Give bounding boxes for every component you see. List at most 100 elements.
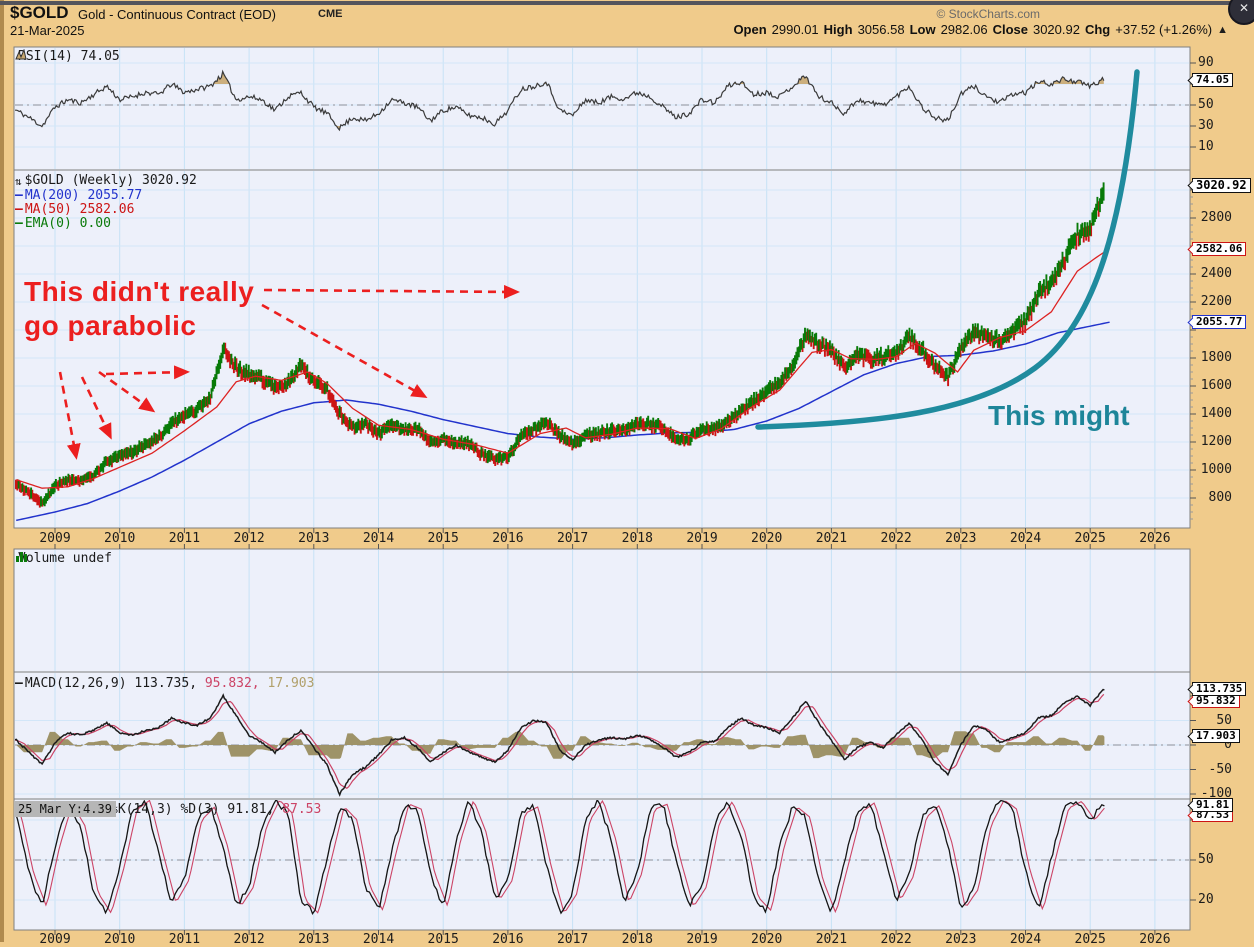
x-axis-year-label: 2019 bbox=[686, 531, 718, 546]
macd-legend-row: — MACD(12,26,9) 113.735, 95.832, 17.903 bbox=[15, 676, 314, 691]
x-axis-year-label: 2012 bbox=[233, 531, 265, 546]
ma200-legend: MA(200) 2055.77 bbox=[24, 188, 143, 203]
high-value: 3056.58 bbox=[857, 22, 905, 37]
low-label: Low bbox=[909, 22, 936, 37]
x-axis-year-label: 2009 bbox=[39, 531, 71, 546]
x-axis-year-label: 2023 bbox=[945, 531, 977, 546]
corner-overlay-button[interactable]: ✕ bbox=[1228, 0, 1254, 25]
symbol-title: $GOLD bbox=[10, 3, 69, 22]
ma200-line-sample: — bbox=[15, 188, 23, 203]
ma200-legend-row: — MA(200) 2055.77 bbox=[15, 188, 142, 203]
x-axis-year-label: 2024 bbox=[1009, 531, 1042, 546]
x-axis-year-label: 2009 bbox=[39, 932, 71, 947]
y-axis-label: 50 bbox=[1216, 712, 1232, 728]
crosshair-tooltip: 25 Mar Y:4.39 bbox=[14, 801, 116, 817]
y-axis-label: 2800 bbox=[1200, 210, 1232, 225]
x-axis-year-label: 2022 bbox=[880, 932, 912, 947]
y-axis-label: 30 bbox=[1198, 118, 1214, 133]
x-axis-year-label: 2014 bbox=[362, 932, 395, 947]
window-top-border bbox=[0, 1, 1254, 5]
y-axis-label: 50 bbox=[1198, 97, 1214, 112]
ema-legend-row: — EMA(0) 0.00 bbox=[15, 216, 111, 231]
y-axis-label: 1600 bbox=[1200, 378, 1232, 393]
x-axis-year-label: 2023 bbox=[945, 932, 977, 947]
y-axis-label: 10 bbox=[1198, 139, 1214, 154]
quote-row: Open 2990.01 High 3056.58 Low 2982.06 Cl… bbox=[733, 22, 1228, 37]
stoch-axis-tag-k: 91.81 bbox=[1192, 798, 1234, 812]
volume-legend-row: Volume undef bbox=[15, 551, 112, 566]
x-axis-year-label: 2025 bbox=[1074, 932, 1106, 947]
close-label: Close bbox=[992, 22, 1028, 37]
up-arrow-icon: ▲ bbox=[1217, 23, 1228, 36]
x-axis-year-label: 2013 bbox=[298, 932, 330, 947]
price-axis-tag-ma50: 2582.06 bbox=[1192, 242, 1247, 256]
x-axis-year-label: 2011 bbox=[168, 932, 201, 947]
x-axis-year-label: 2010 bbox=[104, 932, 136, 947]
y-axis-label: -50 bbox=[1208, 761, 1232, 777]
volume-legend: Volume undef bbox=[18, 551, 112, 566]
x-axis-year-label: 2012 bbox=[233, 932, 265, 947]
x-axis-year-label: 2014 bbox=[362, 531, 395, 546]
stoch-d-value: 87.53 bbox=[282, 802, 322, 817]
y-axis-label: 1000 bbox=[1200, 462, 1232, 477]
x-axis-year-label: 2017 bbox=[556, 932, 589, 947]
annotation-didnt-line2: go parabolic bbox=[24, 310, 197, 341]
macd-hist-value: 17.903 bbox=[267, 676, 315, 691]
y-axis-label: 2400 bbox=[1200, 266, 1232, 281]
x-axis-year-label: 2026 bbox=[1139, 531, 1171, 546]
chg-value: +37.52 (+1.26%) bbox=[1115, 22, 1213, 37]
close-value: 3020.92 bbox=[1032, 22, 1080, 37]
price-legend-row: ⇅ $GOLD (Weekly) 3020.92 bbox=[15, 173, 197, 188]
y-axis-label: 2200 bbox=[1200, 294, 1232, 309]
open-label: Open bbox=[733, 22, 767, 37]
exchange-label: CME bbox=[318, 8, 343, 20]
copyright-label: © StockCharts.com bbox=[936, 7, 1040, 21]
symbol-description: Gold - Continuous Contract (EOD) bbox=[78, 7, 276, 22]
x-axis-year-label: 2025 bbox=[1074, 531, 1106, 546]
x-axis-year-label: 2015 bbox=[427, 531, 459, 546]
x-axis-year-label: 2015 bbox=[427, 932, 459, 947]
annotation-might: This might bbox=[988, 400, 1130, 431]
macd-axis-tag-1: 113.735 bbox=[1192, 682, 1247, 696]
y-axis-label: 0 bbox=[1224, 737, 1232, 752]
x-axis-year-label: 2017 bbox=[556, 531, 589, 546]
y-axis-label: 1200 bbox=[1200, 434, 1232, 449]
y-axis-label: 90 bbox=[1198, 55, 1214, 70]
x-axis-year-label: 2020 bbox=[751, 932, 783, 947]
x-axis-year-label: 2013 bbox=[298, 531, 330, 546]
rsi-legend: RSI(14) 74.05 bbox=[18, 49, 120, 64]
x-axis-year-label: 2021 bbox=[815, 531, 848, 546]
annotation-didnt-line1: This didn't really bbox=[24, 276, 255, 307]
y-axis-label: 1400 bbox=[1200, 406, 1232, 421]
low-value: 2982.06 bbox=[940, 22, 988, 37]
macd-signal-value: 95.832, bbox=[204, 676, 260, 691]
open-value: 2990.01 bbox=[771, 22, 819, 37]
macd-legend: MACD(12,26,9) 113.735, bbox=[24, 676, 198, 691]
stoch-legend: %K(14,3) %D(3) 91.81, bbox=[110, 802, 275, 817]
ma50-line-sample: — bbox=[15, 202, 23, 217]
price-axis-tag-close: 3020.92 bbox=[1192, 178, 1251, 193]
macd-axis-tag-3: 17.903 bbox=[1192, 729, 1240, 743]
y-axis-label: 800 bbox=[1208, 490, 1232, 505]
y-axis-label: 1800 bbox=[1200, 350, 1232, 365]
candlestick-icon: ⇅ bbox=[15, 175, 22, 188]
ma50-legend: MA(50) 2582.06 bbox=[24, 202, 135, 217]
ma50-legend-row: — MA(50) 2582.06 bbox=[15, 202, 134, 217]
ema-legend: EMA(0) 0.00 bbox=[24, 216, 111, 231]
x-axis-year-label: 2026 bbox=[1139, 932, 1171, 947]
x-axis-year-label: 2021 bbox=[815, 932, 848, 947]
x-axis-year-label: 2018 bbox=[621, 531, 653, 546]
macd-line-sample: — bbox=[15, 676, 23, 691]
x-axis-year-label: 2016 bbox=[492, 531, 524, 546]
x-axis-year-label: 2019 bbox=[686, 932, 718, 947]
macd-axis-tag-2: 95.832 bbox=[1192, 694, 1240, 708]
left-edge-strip bbox=[0, 0, 4, 942]
y-axis-label: 50 bbox=[1198, 852, 1214, 867]
x-axis-year-label: 2010 bbox=[104, 531, 136, 546]
chart-date: 21-Mar-2025 bbox=[10, 23, 85, 38]
price-legend: $GOLD (Weekly) 3020.92 bbox=[24, 173, 197, 188]
ema-line-sample: — bbox=[15, 216, 23, 231]
high-label: High bbox=[823, 22, 853, 37]
